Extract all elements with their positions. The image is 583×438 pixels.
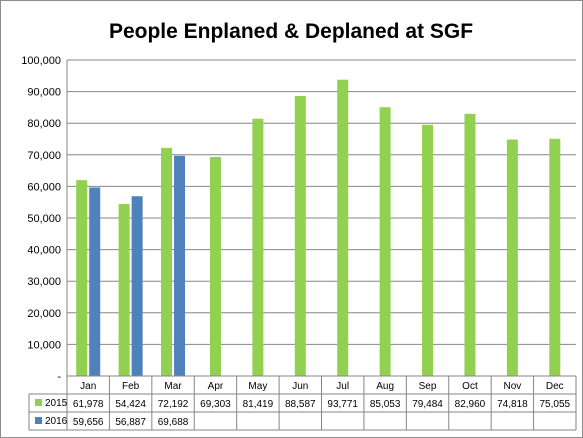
bar-2015-dec [549,138,561,376]
legend-label: 2016 [45,416,68,427]
x-tick-label: Nov [503,381,521,392]
data-label: 61,978 [73,399,104,410]
data-label: 93,771 [327,399,358,410]
x-tick-label: Aug [376,381,394,392]
y-tick-label: 100,000 [21,55,61,67]
y-tick-label: - [57,371,61,383]
bar-2015-jun [294,96,306,377]
bar-2015-jul [337,79,349,376]
bar-2015-aug [379,107,391,377]
data-label: 54,424 [115,399,146,410]
y-tick-label: 20,000 [27,308,61,320]
y-tick-label: 10,000 [27,339,61,351]
y-tick-label: 60,000 [27,181,61,193]
legend-label: 2015 [45,398,68,409]
bar-2016-jan [89,187,101,376]
data-label: 56,887 [115,417,146,428]
bars [76,79,561,377]
data-label: 69,303 [200,399,231,410]
data-label: 82,960 [455,399,486,410]
data-label: 79,484 [412,399,443,410]
x-tick-label: Mar [164,381,182,392]
legend-key [35,399,42,406]
bar-2015-oct [464,113,476,376]
y-tick-label: 40,000 [27,245,61,257]
bar-2016-mar [174,155,186,376]
data-label: 69,688 [158,417,189,428]
chart-title: People Enplaned & Deplaned at SGF [109,20,473,43]
bar-2015-apr [209,157,221,376]
data-label: 75,055 [539,399,570,410]
data-label: 85,053 [370,399,401,410]
data-label: 59,656 [73,417,104,428]
y-tick-label: 80,000 [27,118,61,130]
bar-2015-jan [76,180,88,376]
data-label: 72,192 [158,399,189,410]
bar-2015-feb [118,204,130,376]
x-tick-label: Apr [208,381,224,392]
data-label: 88,587 [285,399,316,410]
data-table: Jan Feb Mar Apr May Jun Jul Aug Sep Oct Nov Dec 2015… [28,375,577,431]
x-tick-label: Feb [122,381,140,392]
bar-2016-feb [131,196,143,376]
x-tick-label: Dec [546,381,564,392]
y-tick-label: 30,000 [27,276,61,288]
legend-key [35,417,42,424]
x-tick-label: Oct [462,381,478,392]
bar-2015-may [252,118,264,377]
gridlines [67,59,576,345]
y-axis: - 10,000 20,000 30,000 40,000 50,000 60,000 70,… [21,55,68,383]
y-tick-label: 50,000 [27,213,61,225]
bar-2015-sep [422,124,434,376]
y-tick-label: 90,000 [27,87,61,99]
data-label: 74,818 [497,399,528,410]
x-tick-label: May [248,381,267,392]
bar-2015-mar [161,147,173,376]
x-tick-label: Sep [419,381,437,392]
x-tick-label: Jul [336,381,349,392]
x-tick-label: Jun [292,381,308,392]
y-tick-label: 70,000 [27,150,61,162]
data-label: 81,419 [243,399,274,410]
x-tick-label: Jan [80,381,96,392]
bar-2015-nov [506,139,518,376]
